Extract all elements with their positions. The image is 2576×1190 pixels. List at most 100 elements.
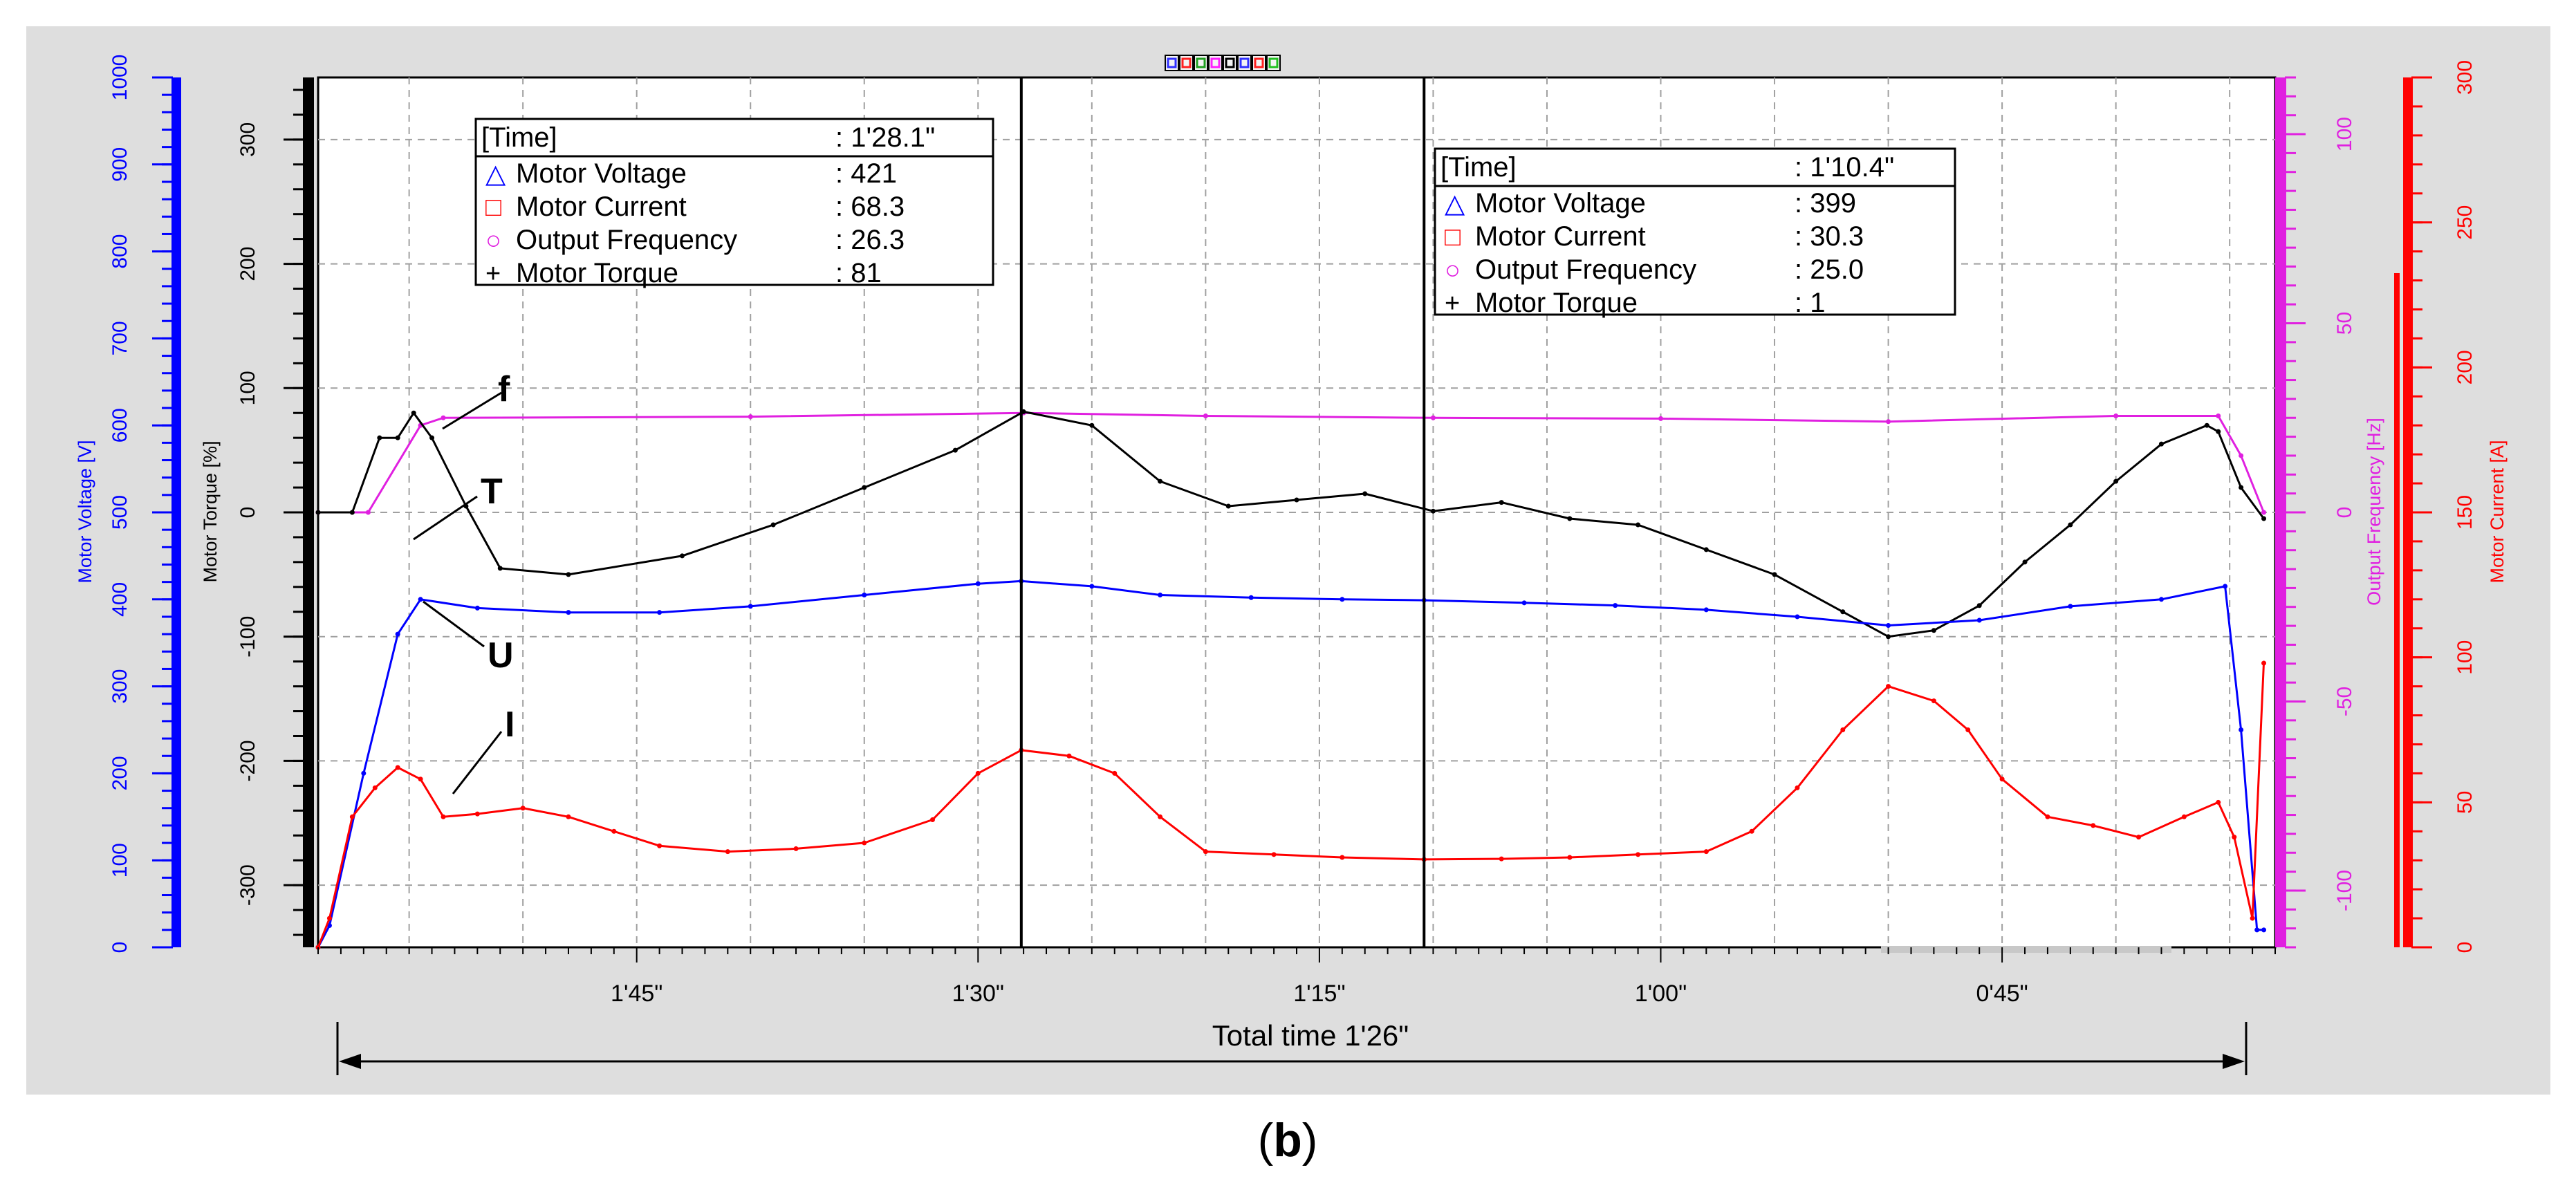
readout-background (474, 118, 994, 286)
motor_torque-tick-label: 100 (237, 371, 259, 405)
cursor-readout-box: [Time]: 1'10.4" △ Motor Voltage: 399 □ Motor… (1434, 147, 1956, 318)
readout-symbol-icon: ○ (485, 226, 501, 255)
data-point (1340, 855, 1345, 860)
data-point (1294, 497, 1299, 503)
motor_current-tick-label: 150 (2454, 495, 2476, 530)
data-point (372, 785, 378, 790)
readout-series-value: : 25.0 (1795, 254, 1864, 285)
data-point (2204, 422, 2209, 428)
data-point (1158, 814, 1163, 819)
pink-square-marker-icon[interactable] (1208, 55, 1223, 71)
data-point (1749, 828, 1754, 834)
data-point (349, 814, 355, 819)
readout-symbol-icon: △ (1445, 189, 1465, 219)
output_frequency-tick-label: -50 (2333, 687, 2356, 716)
data-point (1112, 770, 1118, 776)
data-point (395, 631, 400, 637)
data-point (2022, 559, 2028, 565)
x-tick-label: 0'45" (1976, 980, 2028, 1007)
data-point (1158, 478, 1163, 484)
readout-symbol-icon: + (1445, 289, 1460, 318)
readout-time-value: : 1'10.4" (1795, 152, 1894, 183)
data-point (2250, 915, 2255, 921)
toolbar (1165, 55, 1281, 71)
data-point (1089, 584, 1095, 589)
data-point (1886, 419, 1891, 425)
star-marker-icon[interactable] (1252, 55, 1266, 71)
readout-series-value: : 81 (835, 258, 882, 288)
motor_torque-tick-label: 300 (237, 122, 259, 157)
readout-symbol-icon: ○ (1445, 256, 1461, 285)
data-point (1703, 547, 1709, 552)
data-point (1636, 522, 1641, 528)
data-point (1567, 855, 1573, 860)
data-point (2223, 584, 2228, 589)
data-point (1886, 684, 1891, 689)
data-point (1499, 500, 1504, 505)
series-line (317, 663, 2265, 948)
readout-series-value: : 399 (1795, 188, 1856, 219)
data-point (1976, 603, 1982, 608)
data-point (1613, 603, 1618, 608)
cross-marker-icon[interactable] (1237, 55, 1252, 71)
data-point (418, 597, 423, 602)
data-point (1703, 849, 1709, 855)
data-point (975, 770, 981, 776)
triangle-marker-icon[interactable] (1165, 55, 1179, 71)
data-point (2239, 453, 2244, 458)
data-point (377, 435, 382, 440)
data-point (2181, 814, 2187, 819)
x-tick-label: 1'45" (611, 980, 662, 1007)
x-axis: 1'45" 1'30" 1'15" 1'00" 0'45" (317, 947, 2276, 1007)
readout-series-value: : 421 (835, 158, 897, 189)
motor_voltage-tick-label: 300 (109, 669, 131, 704)
data-point (2261, 660, 2267, 666)
motor_current-tick-label: 300 (2454, 60, 2476, 95)
data-point (1362, 491, 1368, 496)
data-point (975, 581, 981, 586)
motor_current-tick-label: 0 (2454, 942, 2476, 954)
data-point (497, 566, 503, 571)
readout-time-label: [Time] (1440, 152, 1517, 183)
data-point (862, 840, 867, 846)
motor-current-axis: 0 50 100 150 200 250 300 (2410, 60, 2476, 954)
grid-toggle-icon[interactable] (1223, 55, 1237, 71)
data-point (1066, 753, 1072, 759)
readout-series-name: Motor Torque (516, 258, 678, 288)
data-point (725, 849, 730, 855)
readout-series-value: : 1 (1795, 288, 1825, 318)
data-point (657, 610, 662, 615)
data-point (1499, 856, 1504, 862)
annotation-I: I (452, 705, 515, 794)
data-point (2239, 485, 2244, 490)
data-point (952, 447, 958, 453)
annotation-T: T (413, 472, 503, 541)
svg-text:(b): (b) (1258, 1114, 1318, 1166)
readout-series-name: Motor Torque (1475, 288, 1638, 318)
scroll-strip (1881, 946, 2171, 953)
output_frequency-tick-label: 0 (2333, 507, 2356, 519)
motor_voltage-tick-label: 200 (109, 756, 131, 790)
data-point (1430, 508, 1436, 514)
total-time-arrow: Total time 1'26" (336, 1019, 2248, 1075)
data-point (2261, 927, 2267, 933)
motor_torque-tick-label: -300 (237, 864, 259, 906)
square-marker-icon[interactable] (1179, 55, 1194, 71)
green-square-marker-icon[interactable] (1266, 55, 1281, 71)
output_frequency-tick-label: 50 (2333, 312, 2356, 335)
output-frequency-axis: -100 -50 0 50 100 (2283, 76, 2356, 949)
grid (318, 77, 2275, 947)
series-line (318, 411, 2265, 514)
diamond-marker-icon[interactable] (1194, 55, 1208, 71)
data-point (611, 828, 617, 834)
data-point (429, 435, 435, 440)
data-point (1430, 415, 1436, 420)
data-point (2136, 835, 2142, 840)
data-point (793, 846, 799, 851)
x-tick-label: 1'15" (1293, 980, 1345, 1007)
data-point (2113, 413, 2119, 419)
data-point (2261, 516, 2267, 521)
data-point (1203, 849, 1208, 855)
readout-background (1434, 147, 1956, 316)
data-point (1999, 777, 2005, 782)
